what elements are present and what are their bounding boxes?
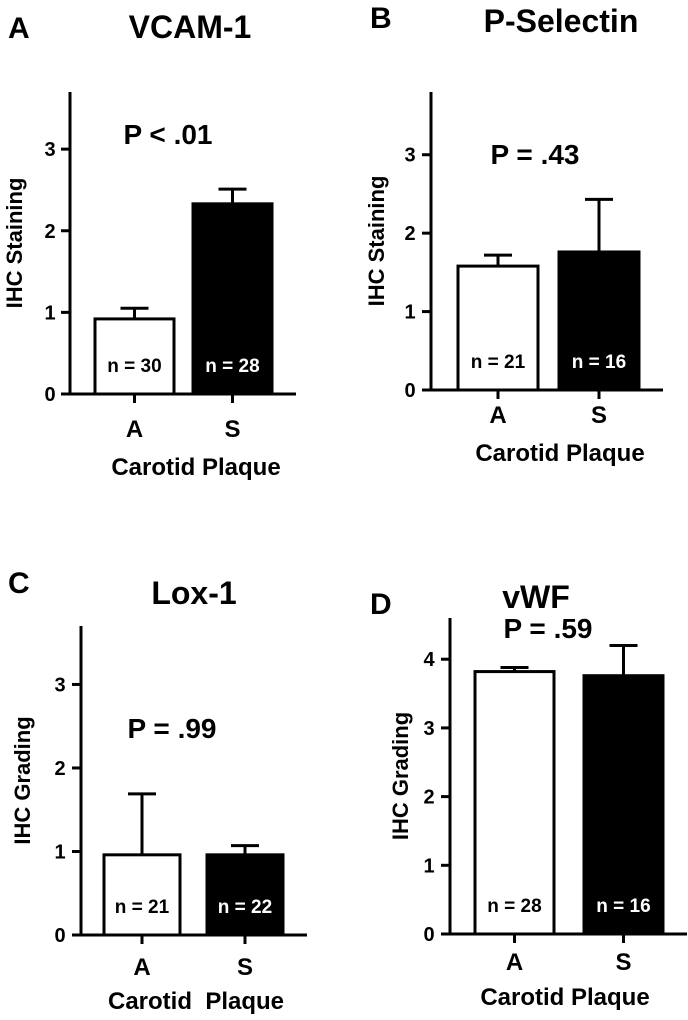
y-axis-label: IHC Staining [2,178,27,309]
x-tick-label-s: S [591,402,607,429]
y-tick-label-2: 2 [44,221,55,243]
panel-label: D [370,588,392,621]
x-tick-label-s: S [237,954,253,981]
y-tick-label-4: 4 [423,649,435,671]
x-tick-label-a: A [489,402,506,429]
p-value-annotation: P = .99 [127,713,216,744]
n-label-a: n = 21 [471,352,526,373]
x-tick-label-a: A [506,949,523,976]
chart-title: VCAM-1 [129,9,252,45]
y-tick-label-1: 1 [54,841,65,863]
n-label-s: n = 16 [596,896,650,917]
y-tick-label-2: 2 [404,223,415,245]
bar-a [456,264,540,392]
n-label-s: n = 22 [218,897,272,918]
y-tick-label-0: 0 [44,384,55,406]
chart-title: P-Selectin [484,3,639,39]
chart-title: vWF [502,579,570,615]
n-label-a: n = 21 [115,897,170,918]
chart-title: Lox-1 [151,575,236,611]
panel-c: C Lox-1 P = .99 IHC Grading n = 21 An = 22 S 0 1… [8,567,307,1015]
x-tick-label-s: S [615,949,631,976]
y-tick-label-0: 0 [423,924,434,946]
panel-a: A VCAM-1 P < .01 IHC Staining n = 30 An = 28 S… [2,9,296,481]
y-tick-label-2: 2 [54,758,65,780]
y-tick-label-3: 3 [44,139,55,161]
panel-label: B [370,2,392,35]
y-tick-label-0: 0 [54,925,65,947]
panel-label: A [8,12,30,45]
x-tick-label-s: S [224,416,240,443]
bar-a [93,317,176,396]
y-tick-label-0: 0 [404,380,415,402]
y-tick-label-3: 3 [54,674,65,696]
n-label-s: n = 16 [572,352,626,373]
bar-s [582,674,665,936]
n-label-a: n = 28 [487,896,541,917]
n-label-a: n = 30 [107,356,161,377]
n-label-s: n = 28 [205,356,259,377]
bar-a [473,670,556,936]
panel-b: B P-Selectin P = .43 IHC Staining n = 21 An =… [364,2,663,467]
p-value-annotation: P = .43 [490,139,579,170]
y-axis-label: IHC Grading [10,716,35,844]
y-tick-label-1: 1 [44,302,55,324]
y-tick-label-3: 3 [423,718,434,740]
bar-a [102,853,182,937]
x-tick-label-a: A [126,416,143,443]
y-tick-label-1: 1 [423,855,434,877]
y-axis-label: IHC Staining [364,176,389,307]
x-axis-label: Carotid Plaque [480,984,649,1011]
p-value-annotation: P = .59 [503,613,592,644]
x-axis-label: Carotid Plaque [111,454,280,481]
y-axis-label: IHC Grading [388,712,413,840]
x-tick-label-a: A [133,954,150,981]
y-tick-label-2: 2 [423,787,434,809]
x-axis-label: Carotid Plaque [475,440,644,467]
bar-s [557,250,641,392]
y-tick-label-1: 1 [404,302,415,324]
x-axis-label: Carotid Plaque [108,988,284,1015]
y-tick-label-3: 3 [404,145,415,167]
bar-s [205,853,285,937]
panel-label: C [8,567,30,600]
p-value-annotation: P < .01 [123,119,212,150]
